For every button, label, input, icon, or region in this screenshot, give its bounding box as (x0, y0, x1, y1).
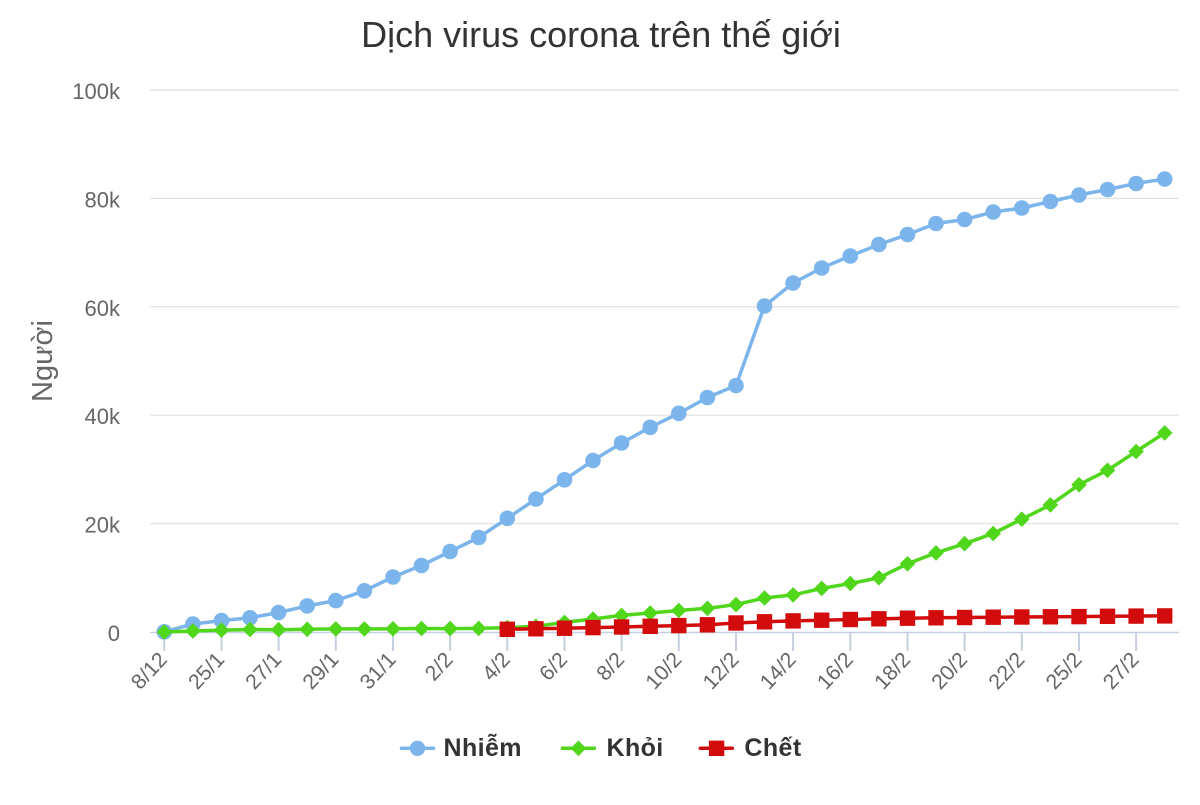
svg-text:Người: Người (27, 320, 59, 402)
svg-text:Nhiễm: Nhiễm (444, 732, 522, 762)
svg-text:40k: 40k (85, 404, 121, 429)
svg-text:20k: 20k (85, 513, 121, 538)
svg-text:80k: 80k (85, 187, 121, 212)
svg-text:Chết: Chết (744, 734, 801, 762)
svg-text:Khỏi: Khỏi (607, 734, 664, 762)
svg-text:60k: 60k (85, 296, 121, 321)
svg-text:Dịch virus corona trên thế giớ: Dịch virus corona trên thế giới (361, 14, 841, 55)
svg-text:0: 0 (108, 621, 120, 646)
svg-text:100k: 100k (72, 79, 121, 104)
